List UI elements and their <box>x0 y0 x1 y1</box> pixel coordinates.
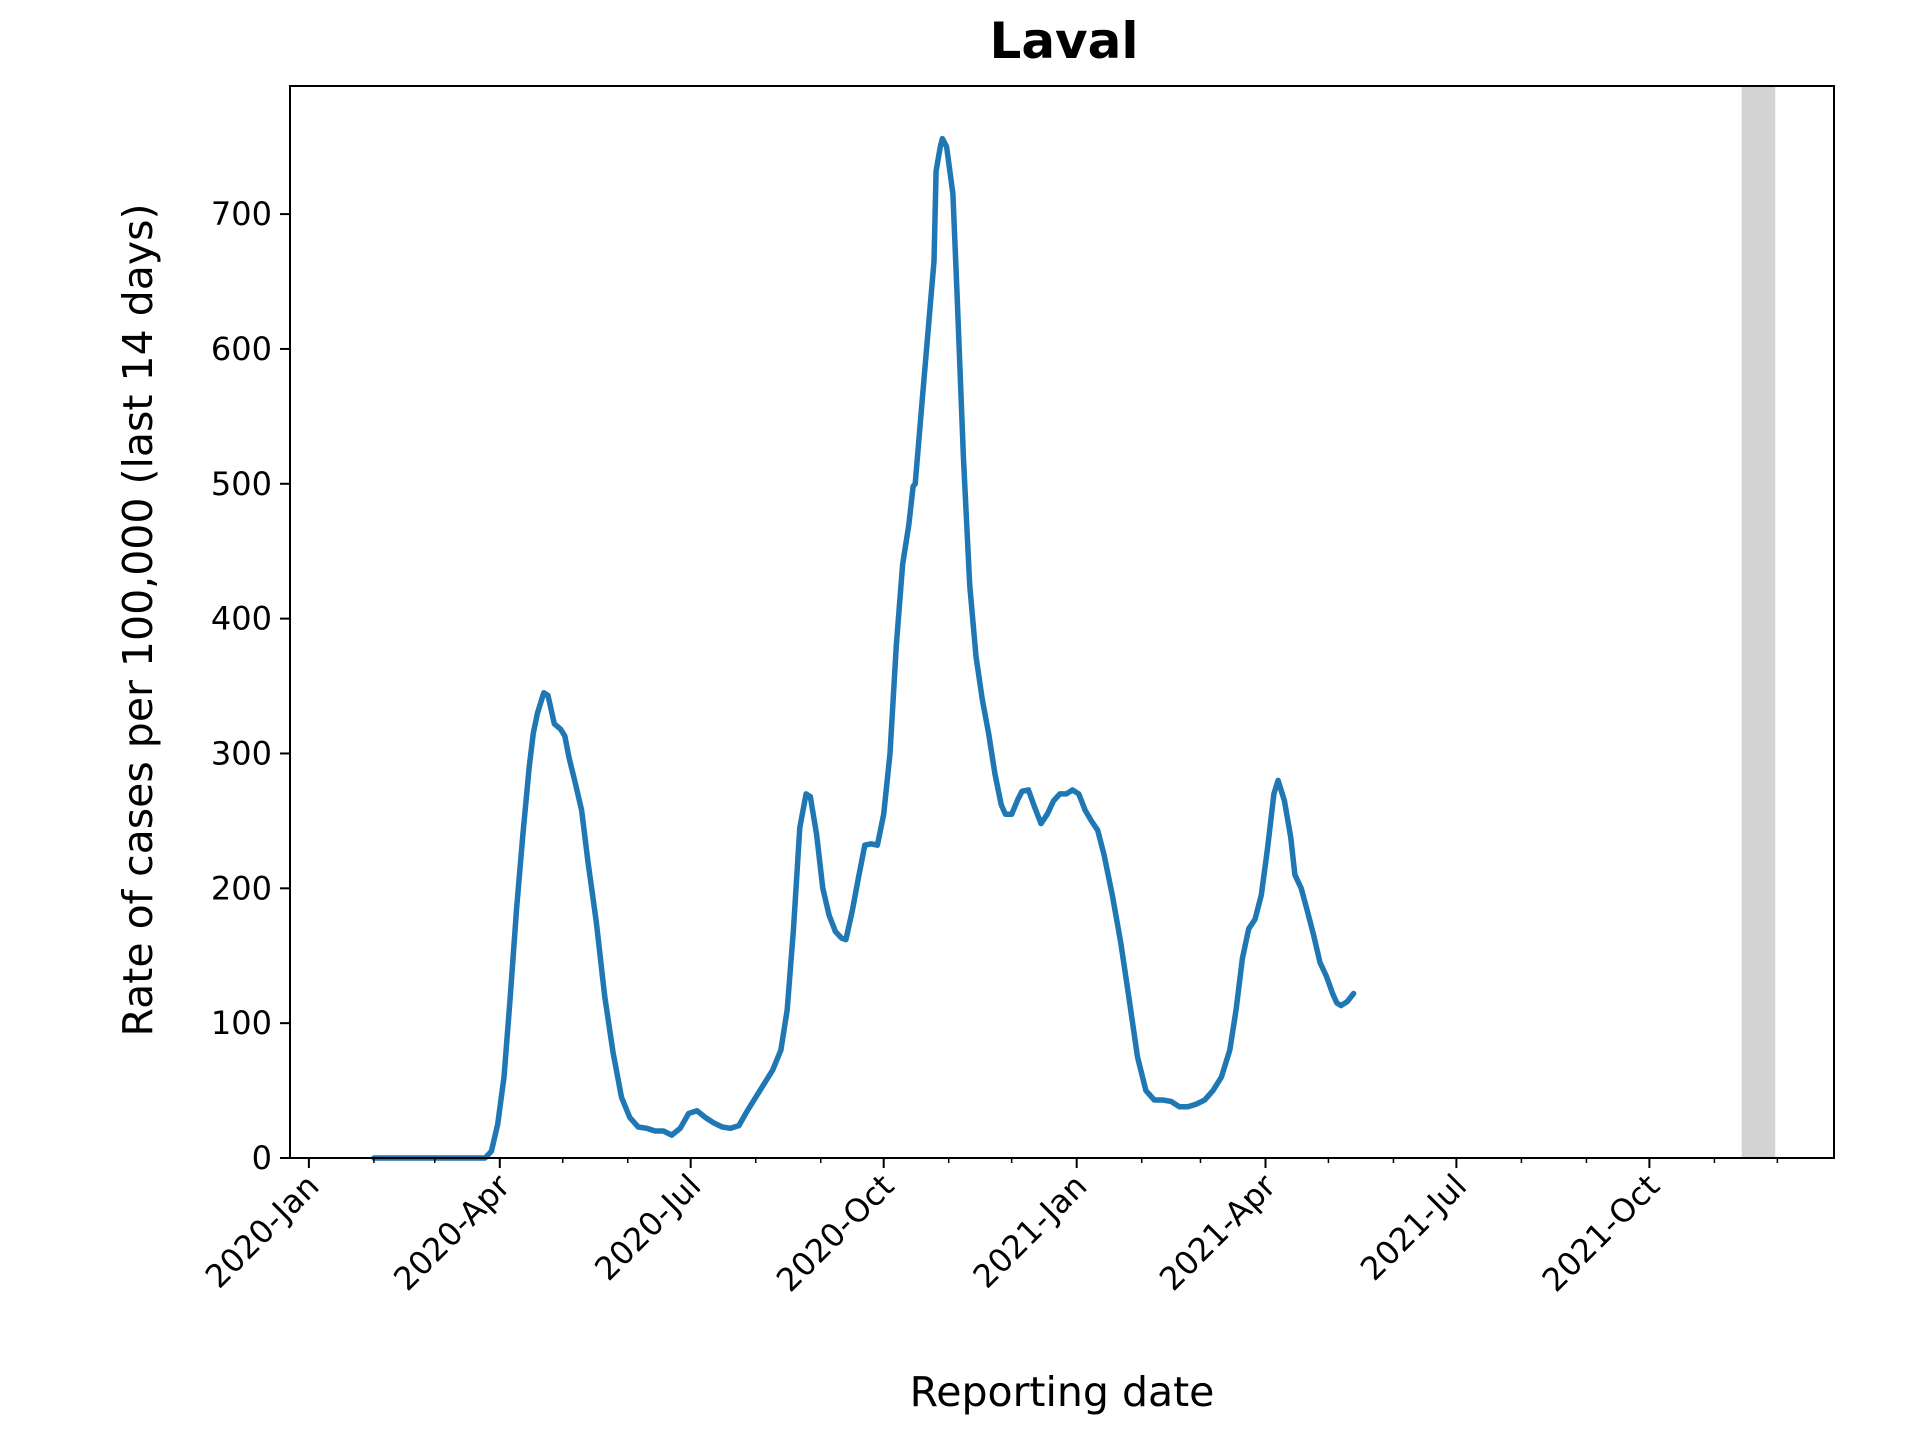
y-tick-label: 500 <box>211 465 272 503</box>
y-tick-label: 700 <box>211 195 272 233</box>
y-axis: 0 100 200 300 400 500 600 700 <box>211 195 290 1177</box>
shaded-region <box>1741 86 1776 1158</box>
y-tick-label: 200 <box>211 869 272 907</box>
y-tick-label: 600 <box>211 330 272 368</box>
series-line-1 <box>371 135 1357 1161</box>
y-axis-title: Rate of cases per 100,000 (last 14 days) <box>114 204 162 1037</box>
chart-title: Laval <box>989 12 1138 70</box>
y-tick-label: 400 <box>211 600 272 638</box>
x-axis-title: Reporting date <box>910 1368 1215 1416</box>
plot-frame <box>289 85 1835 1159</box>
y-tick-label: 100 <box>211 1004 272 1042</box>
y-tick-label: 0 <box>252 1139 272 1177</box>
y-tick-label: 300 <box>211 734 272 772</box>
plot-area <box>371 86 1776 1161</box>
